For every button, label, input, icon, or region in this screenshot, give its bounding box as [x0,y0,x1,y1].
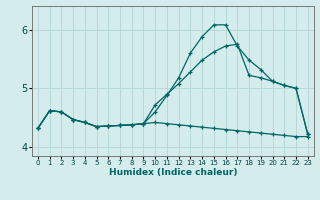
X-axis label: Humidex (Indice chaleur): Humidex (Indice chaleur) [108,168,237,177]
